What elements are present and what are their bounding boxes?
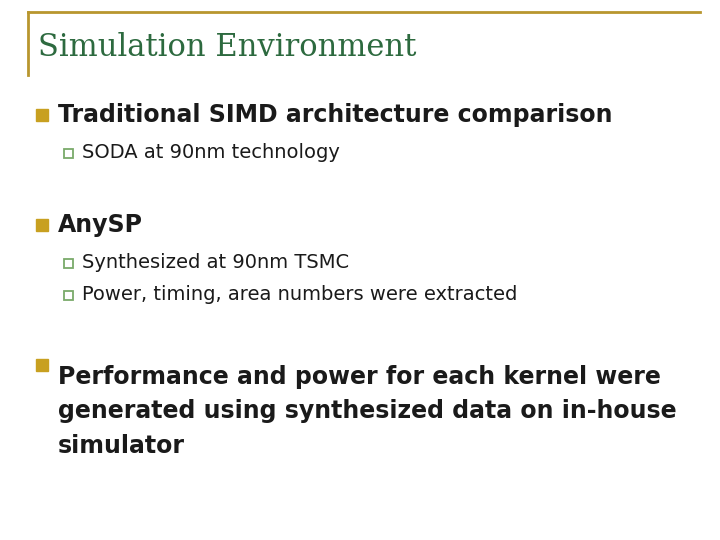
Text: Performance and power for each kernel were
generated using synthesized data on i: Performance and power for each kernel we… — [58, 365, 677, 458]
Bar — [36, 219, 48, 231]
Text: SODA at 90nm technology: SODA at 90nm technology — [82, 144, 340, 163]
Bar — [36, 359, 48, 371]
Text: Synthesized at 90nm TSMC: Synthesized at 90nm TSMC — [82, 253, 349, 273]
Bar — [63, 148, 73, 158]
Bar — [63, 291, 73, 300]
Text: Traditional SIMD architecture comparison: Traditional SIMD architecture comparison — [58, 103, 613, 127]
Text: AnySP: AnySP — [58, 213, 143, 237]
Text: Simulation Environment: Simulation Environment — [38, 32, 416, 64]
Text: Power, timing, area numbers were extracted: Power, timing, area numbers were extract… — [82, 286, 518, 305]
Bar — [36, 109, 48, 121]
Bar — [63, 259, 73, 267]
